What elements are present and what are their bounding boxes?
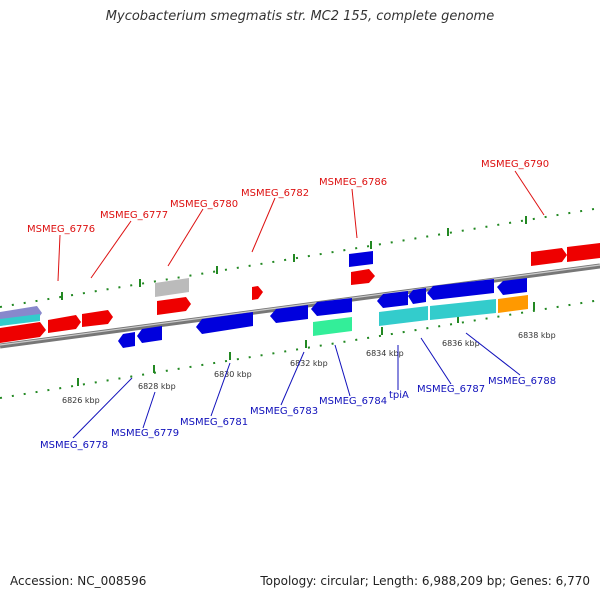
kbp-labels: 6826 kbp 6828 kbp 6830 kbp 6832 kbp 6834…	[62, 331, 556, 405]
gene-feature[interactable]	[82, 310, 113, 327]
gene-feature[interactable]	[379, 306, 428, 326]
kbp-label: 6838 kbp	[518, 331, 556, 340]
forward-genes	[0, 243, 600, 343]
map-title: Mycobacterium smegmatis str. MC2 155, co…	[105, 9, 495, 24]
gene-feature[interactable]	[0, 314, 40, 326]
gene-label[interactable]: MSMEG_6778	[40, 440, 108, 451]
kbp-label: 6828 kbp	[138, 382, 176, 391]
gene-label[interactable]: MSMEG_6779	[111, 428, 179, 439]
gene-label[interactable]: MSMEG_6776	[27, 224, 95, 235]
gene-feature[interactable]	[567, 243, 600, 262]
gene-label[interactable]: MSMEG_6786	[319, 177, 387, 188]
kbp-label: 6832 kbp	[290, 359, 328, 368]
genome-summary-text: Topology: circular; Length: 6,988,209 bp…	[260, 574, 590, 588]
gene-feature[interactable]	[270, 305, 308, 323]
gene-feature[interactable]	[0, 322, 46, 343]
gene-feature[interactable]	[157, 297, 191, 315]
gene-feature[interactable]	[196, 312, 253, 334]
gene-label[interactable]: MSMEG_6783	[250, 406, 318, 417]
reverse-callouts	[72, 332, 521, 439]
forward-callouts	[57, 170, 545, 282]
gene-label[interactable]: MSMEG_6781	[180, 417, 248, 428]
kbp-label: 6834 kbp	[366, 349, 404, 358]
gene-label[interactable]: MSMEG_6784	[319, 396, 387, 407]
gene-feature[interactable]	[497, 278, 527, 295]
kbp-label: 6836 kbp	[442, 339, 480, 348]
gene-feature[interactable]	[408, 288, 426, 304]
gene-label[interactable]: tpiA	[389, 390, 409, 401]
gene-feature[interactable]	[427, 279, 494, 300]
gene-label[interactable]: MSMEG_6790	[481, 159, 549, 170]
gene-feature[interactable]	[48, 315, 81, 333]
outer-major-ticks	[61, 216, 527, 300]
gene-label[interactable]: MSMEG_6777	[100, 210, 168, 221]
kbp-label: 6826 kbp	[62, 396, 100, 405]
gene-label[interactable]: MSMEG_6787	[417, 384, 485, 395]
gene-feature[interactable]	[349, 251, 373, 267]
gene-feature[interactable]	[252, 286, 263, 300]
reverse-genes	[118, 278, 528, 348]
gene-feature[interactable]	[351, 269, 375, 285]
gene-feature[interactable]	[498, 295, 528, 313]
gene-label[interactable]: MSMEG_6788	[488, 376, 556, 387]
forward-gene-labels: MSMEG_6776 MSMEG_6777 MSMEG_6780 MSMEG_6…	[27, 159, 549, 235]
gene-feature[interactable]	[118, 332, 135, 348]
gene-feature[interactable]	[155, 278, 189, 297]
gene-feature[interactable]	[430, 299, 496, 320]
kbp-label: 6830 kbp	[214, 370, 252, 379]
gene-feature[interactable]	[313, 317, 352, 336]
gene-label[interactable]: MSMEG_6780	[170, 199, 238, 210]
gene-label[interactable]: MSMEG_6782	[241, 188, 309, 199]
accession-text: Accession: NC_008596	[10, 574, 147, 588]
gene-feature[interactable]	[531, 248, 567, 266]
gene-feature[interactable]	[137, 326, 162, 343]
gene-feature[interactable]	[311, 298, 352, 316]
reverse-gene-labels: MSMEG_6778 MSMEG_6779 MSMEG_6781 MSMEG_6…	[40, 376, 556, 451]
gene-feature[interactable]	[377, 291, 408, 308]
